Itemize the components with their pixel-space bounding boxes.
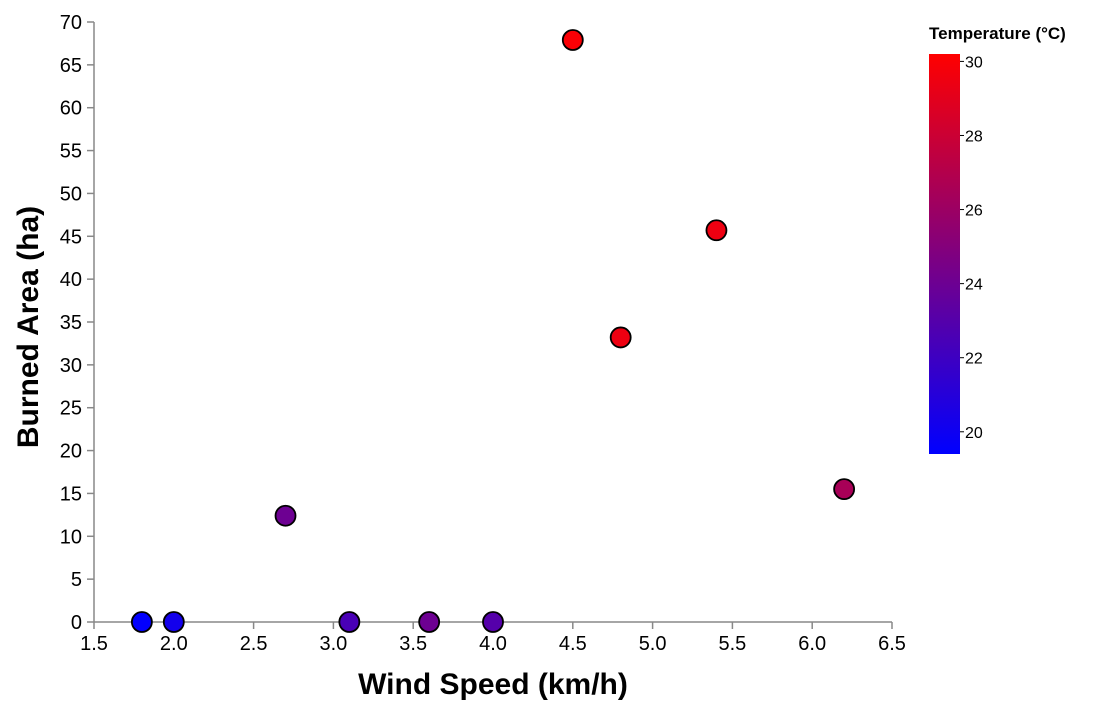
y-tick-label: 5 [71, 569, 82, 591]
y-tick-label: 45 [60, 226, 82, 248]
y-tick-label: 55 [60, 141, 82, 163]
data-point [162, 611, 185, 633]
data-point [338, 611, 361, 633]
x-tick-label: 3.0 [319, 633, 347, 655]
x-tick-label: 5.0 [639, 633, 667, 655]
x-tick-label: 6.5 [878, 633, 906, 655]
color-legend: Temperature (°C) 20 22 24 26 28 30 [929, 24, 1066, 454]
x-tick-label: 6.0 [798, 633, 826, 655]
y-tick-label: 15 [60, 483, 82, 505]
y-tick-label: 20 [60, 441, 82, 463]
y-tick-label: 35 [60, 312, 82, 334]
color-legend-gradient-bar [929, 54, 960, 454]
data-point [609, 326, 632, 349]
y-tick-label: 30 [60, 355, 82, 377]
x-tick-label: 2.0 [160, 633, 188, 655]
data-point [833, 478, 856, 501]
legend-tick-label: 26 [965, 203, 983, 220]
color-legend-ticks: 20 22 24 26 28 30 [960, 54, 983, 442]
legend-tick-label: 24 [965, 277, 983, 294]
y-tick-label: 50 [60, 183, 82, 205]
y-tick-label: 65 [60, 55, 82, 77]
y-tick-label: 60 [60, 98, 82, 120]
x-tick-label: 3.5 [399, 633, 427, 655]
legend-tick-label: 20 [965, 425, 983, 442]
data-points [130, 29, 856, 633]
x-tick-label: 4.0 [479, 633, 507, 655]
data-point [482, 611, 504, 633]
data-point [130, 611, 153, 633]
plot-area: 1.5 2.0 2.5 3.0 3.5 4.0 4.5 5.0 5.5 6.0 6.5 0 5 10 15… [60, 12, 906, 655]
x-tick-label: 1.5 [80, 633, 108, 655]
y-tick-label: 25 [60, 398, 82, 420]
y-tick-label: 40 [60, 269, 82, 291]
x-tick-label: 5.5 [718, 633, 746, 655]
data-point [418, 611, 441, 633]
x-tick-label: 4.5 [559, 633, 587, 655]
legend-tick-label: 28 [965, 128, 983, 145]
x-tick-label: 2.5 [240, 633, 268, 655]
legend-tick-label: 22 [965, 351, 983, 368]
data-point [705, 219, 728, 242]
y-tick-label: 70 [60, 12, 82, 34]
data-point [274, 504, 297, 527]
data-point [561, 29, 584, 51]
x-axis-title: Wind Speed (km/h) [358, 668, 628, 701]
y-axis-ticks: 0 5 10 15 20 25 30 35 40 45 50 55 60 65 70 [60, 12, 94, 634]
color-legend-title: Temperature (°C) [929, 24, 1066, 43]
x-axis-ticks: 1.5 2.0 2.5 3.0 3.5 4.0 4.5 5.0 5.5 6.0 6.5 [80, 622, 906, 655]
y-axis-title: Burned Area (ha) [12, 206, 45, 448]
y-tick-label: 0 [71, 612, 82, 634]
legend-tick-label: 30 [965, 54, 983, 71]
y-tick-label: 10 [60, 526, 82, 548]
